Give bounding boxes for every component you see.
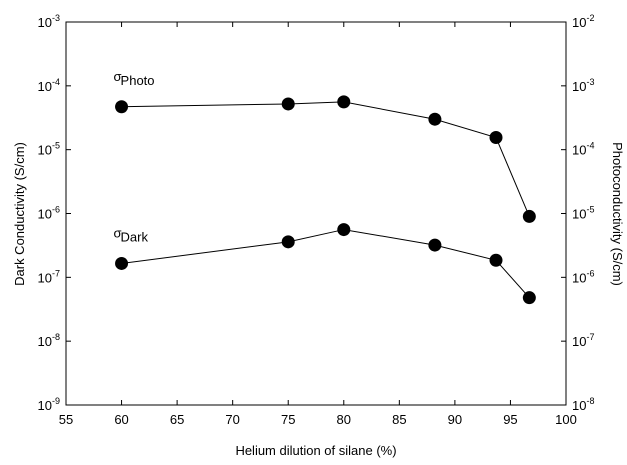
data-point xyxy=(337,95,351,109)
x-tick-label: 100 xyxy=(555,412,577,427)
y-axis-label: Dark Conductivity (S/cm) xyxy=(12,142,27,286)
data-point xyxy=(489,253,503,267)
y2-tick-label: 10-3 xyxy=(572,77,594,94)
x-tick-label: 65 xyxy=(170,412,184,427)
y-tick-label: 10-4 xyxy=(38,77,60,94)
y-tick-label: 10-9 xyxy=(38,396,60,413)
annotation-symbol: σ xyxy=(114,69,122,84)
data-point xyxy=(115,256,129,270)
y2-tick-label: 10-5 xyxy=(572,205,594,222)
data-point xyxy=(428,112,442,126)
x-tick-label: 85 xyxy=(392,412,406,427)
annotation-label: Photo xyxy=(121,73,155,88)
data-point xyxy=(281,97,295,111)
y2-tick-label: 10-7 xyxy=(572,332,594,349)
x-tick-label: 75 xyxy=(281,412,295,427)
x-tick-label: 60 xyxy=(114,412,128,427)
y2-tick-label: 10-8 xyxy=(572,396,594,413)
x-tick-label: 70 xyxy=(225,412,239,427)
series-line xyxy=(121,101,530,217)
x-tick-label: 55 xyxy=(59,412,73,427)
data-point xyxy=(522,291,536,305)
data-point xyxy=(522,209,536,223)
x-axis-label: Helium dilution of silane (%) xyxy=(235,443,396,458)
y-tick-label: 10-5 xyxy=(38,141,60,158)
annotation-symbol: σ xyxy=(114,225,122,240)
y-tick-label: 10-7 xyxy=(38,268,60,285)
x-tick-label: 90 xyxy=(448,412,462,427)
data-point xyxy=(115,100,129,114)
data-point xyxy=(489,131,503,145)
data-point xyxy=(337,223,351,237)
series-line xyxy=(121,229,530,299)
data-point xyxy=(281,235,295,249)
y-tick-label: 10-3 xyxy=(38,13,60,30)
y-tick-label: 10-8 xyxy=(38,332,60,349)
x-tick-label: 80 xyxy=(337,412,351,427)
y2-axis-label: Photoconductivity (S/cm) xyxy=(610,142,625,286)
x-tick-label: 95 xyxy=(503,412,517,427)
y-tick-label: 10-6 xyxy=(38,205,60,222)
annotation-label: Dark xyxy=(121,229,149,244)
y2-tick-label: 10-6 xyxy=(572,268,594,285)
y2-tick-label: 10-4 xyxy=(572,141,594,158)
data-point xyxy=(428,238,442,252)
y2-tick-label: 10-2 xyxy=(572,13,594,30)
